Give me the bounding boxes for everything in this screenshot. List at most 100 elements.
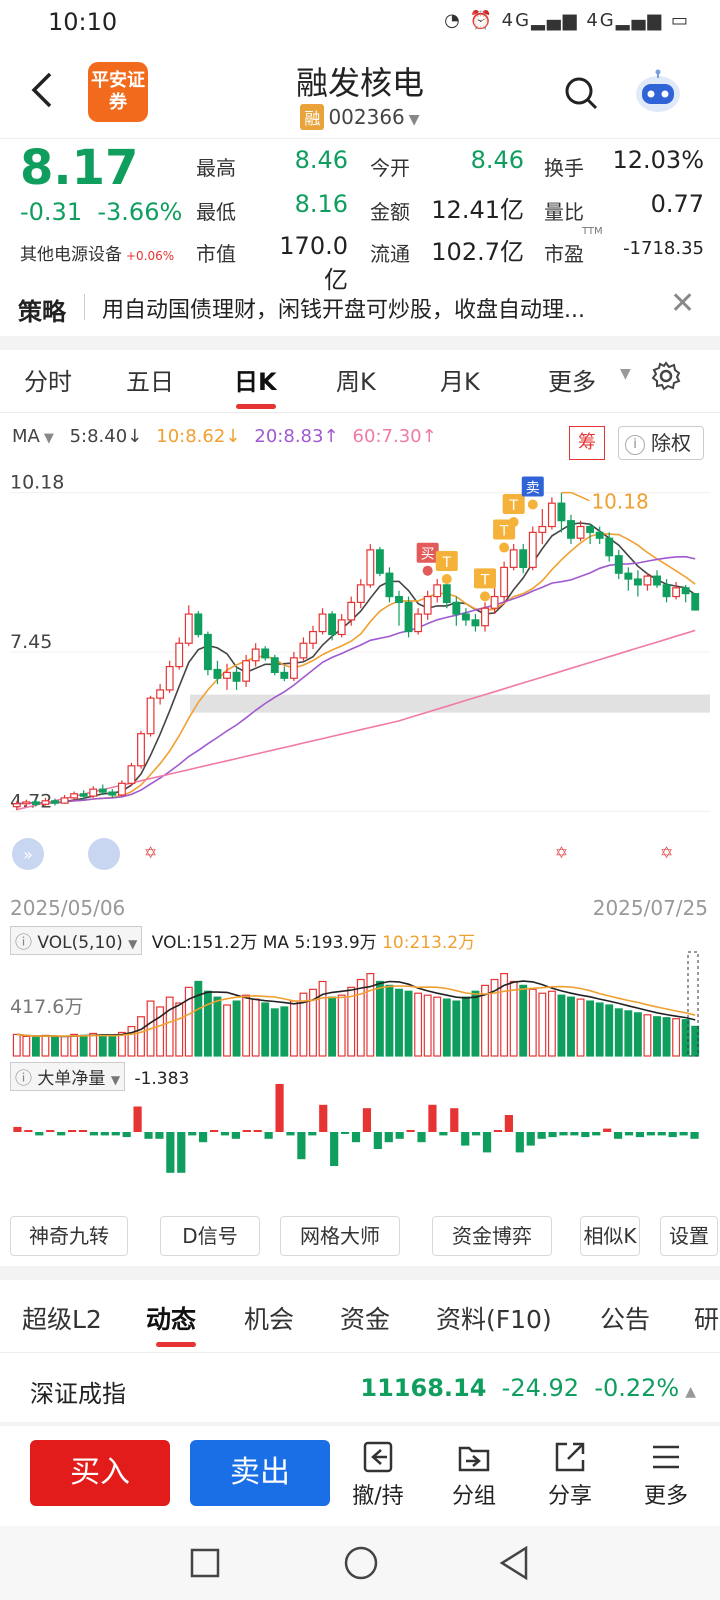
net-order-selector[interactable]: ⓘ 大单净量 ▼ xyxy=(10,1062,126,1091)
gear-icon[interactable] xyxy=(650,360,682,396)
candle-body xyxy=(270,657,279,674)
kline-tab[interactable]: 分时 xyxy=(24,368,72,396)
net-order-chart[interactable] xyxy=(0,1084,720,1204)
quote-label: 最高 xyxy=(196,156,236,180)
volume-bar xyxy=(12,1033,21,1057)
home-icon[interactable] xyxy=(342,1544,380,1582)
chevron-up-icon[interactable]: ▲ xyxy=(685,1384,696,1400)
folder-icon xyxy=(458,1446,490,1472)
tool-button[interactable]: 设置 xyxy=(660,1216,718,1256)
trade-marker-dot xyxy=(422,565,433,576)
ex-rights-button[interactable]: i 除权 xyxy=(618,426,704,460)
menu-icon xyxy=(653,1445,679,1469)
sell-button[interactable]: 卖出 xyxy=(190,1440,330,1506)
volume-bar xyxy=(528,988,537,1057)
candle xyxy=(89,786,98,798)
kline-tab[interactable]: 周K xyxy=(336,368,376,396)
collapse-icon xyxy=(12,838,44,870)
candle xyxy=(213,660,222,685)
candle-body xyxy=(481,607,489,627)
candle-body xyxy=(691,593,700,611)
quote-value: 12.03% xyxy=(612,146,704,174)
volume-bar xyxy=(614,1008,623,1057)
kline-tab[interactable]: 更多 xyxy=(548,368,596,396)
tool-button[interactable]: 资金博弈 xyxy=(432,1216,552,1256)
buy-button[interactable]: 买入 xyxy=(30,1440,170,1506)
recent-apps-icon[interactable] xyxy=(188,1546,222,1580)
ma-label: MA xyxy=(12,426,40,447)
candle xyxy=(318,608,327,635)
content-tab[interactable]: 超级L2 xyxy=(22,1305,102,1334)
quote-label: 换手 xyxy=(544,156,584,180)
volume-bar xyxy=(414,992,423,1057)
ma-value: 5:8.40↓ xyxy=(69,426,143,447)
sector-name: 其他电源设备 xyxy=(20,245,122,265)
back-nav-icon[interactable] xyxy=(496,1544,532,1582)
volume-bar xyxy=(98,1034,107,1057)
candle xyxy=(270,654,279,676)
volume-legend[interactable]: ⓘ VOL(5,10) ▼ VOL:151.2万 MA 5:193.9万 10:… xyxy=(10,926,475,955)
tool-button[interactable]: 网格大师 xyxy=(280,1216,400,1256)
content-tab[interactable]: 资金 xyxy=(340,1305,391,1334)
change-percent: -3.66% xyxy=(97,198,183,226)
close-icon[interactable]: ✕ xyxy=(670,286,696,321)
section-gap xyxy=(0,1422,720,1426)
system-nav-bar xyxy=(0,1526,720,1600)
kline-tab[interactable]: 月K xyxy=(440,368,480,396)
content-tab[interactable]: 公告 xyxy=(600,1305,651,1334)
more-button[interactable]: 更多 xyxy=(626,1440,706,1510)
net-order-bar xyxy=(515,1132,524,1153)
candle-body xyxy=(423,595,432,615)
chip-distribution-button[interactable]: 筹 xyxy=(569,426,605,460)
kline-tab[interactable]: 五日 xyxy=(126,368,174,396)
trade-marker-label: T xyxy=(480,572,490,588)
tool-button[interactable]: 神奇九转 xyxy=(10,1216,128,1256)
index-quote[interactable]: 11168.14 -24.92 -0.22% ▲ xyxy=(360,1374,696,1402)
group-button[interactable]: 分组 xyxy=(434,1440,514,1510)
share-button[interactable]: 分享 xyxy=(530,1440,610,1510)
candle-body xyxy=(289,657,298,679)
net-order-bar xyxy=(493,1130,503,1132)
volume-bar xyxy=(547,990,556,1057)
stock-code-selector[interactable]: 融 002366 ▼ xyxy=(0,104,720,130)
candle-body xyxy=(375,549,384,574)
volume-bar xyxy=(289,1000,298,1057)
candle-body xyxy=(509,549,518,568)
candle-body xyxy=(653,575,661,586)
net-order-legend[interactable]: ⓘ 大单净量 ▼ -1.383 xyxy=(10,1062,189,1091)
trade-marker-box xyxy=(502,494,525,515)
candle-body xyxy=(662,584,671,598)
candle-body xyxy=(89,788,98,797)
tool-button[interactable]: 相似K xyxy=(580,1216,640,1256)
cancel-hold-button[interactable]: 撤/持 xyxy=(338,1440,418,1510)
chevron-down-icon[interactable]: ▼ xyxy=(620,366,631,382)
index-name[interactable]: 深证成指 xyxy=(30,1380,126,1408)
net-order-bar xyxy=(35,1132,44,1136)
net-order-bar xyxy=(133,1106,142,1132)
candle xyxy=(395,590,403,626)
pe-ttm-superscript: TTM xyxy=(582,226,603,237)
content-tab[interactable]: 资料(F10) xyxy=(436,1305,552,1334)
search-icon[interactable] xyxy=(562,74,600,112)
volume-bar xyxy=(223,1004,231,1057)
back-icon[interactable] xyxy=(28,70,68,114)
volume-bar xyxy=(108,1035,117,1057)
strategy-banner[interactable]: 策略 用自动国债理财，闲钱开盘可炒股，收盘自动理... ✕ xyxy=(0,276,720,336)
net-order-bar xyxy=(428,1104,437,1132)
ma-legend[interactable]: MA ▼ 5:8.40↓ 10:8.62↓ 20:8.83↑ 60:7.30↑ xyxy=(12,426,451,447)
volume-indicator-selector[interactable]: ⓘ VOL(5,10) ▼ xyxy=(10,926,143,955)
robot-assistant-icon[interactable] xyxy=(632,66,684,118)
content-tab[interactable]: 动态 xyxy=(146,1305,197,1334)
net-order-bar xyxy=(614,1132,623,1139)
candle-body xyxy=(70,793,79,799)
sector-link[interactable]: 其他电源设备 +0.06% xyxy=(20,240,174,265)
tool-button[interactable]: D信号 xyxy=(160,1216,260,1256)
volume-chart[interactable] xyxy=(0,950,720,1060)
content-tab[interactable]: 研 xyxy=(694,1305,720,1334)
current-price: 8.17 xyxy=(20,140,139,196)
candle-body xyxy=(146,697,155,735)
content-tab[interactable]: 机会 xyxy=(244,1305,295,1334)
kline-tab[interactable]: 日K xyxy=(234,368,277,396)
volume-bar xyxy=(60,1035,69,1057)
